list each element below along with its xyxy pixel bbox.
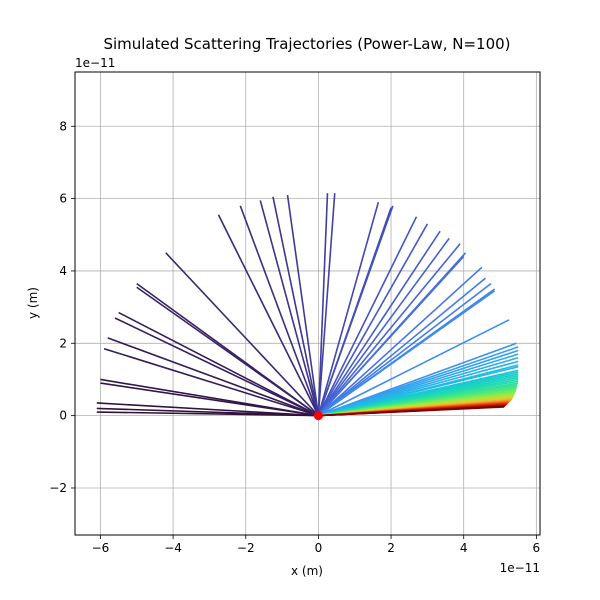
trajectory-line xyxy=(107,337,319,417)
trajectory-line xyxy=(136,282,319,417)
x-tick-label: −6 xyxy=(92,541,110,555)
x-tick-label: 4 xyxy=(460,541,468,555)
y-tick-label: 2 xyxy=(59,336,67,350)
trajectory-line xyxy=(317,290,496,417)
trajectory-line xyxy=(165,252,319,417)
x-tick-label: −2 xyxy=(237,541,255,555)
origin-point xyxy=(313,411,323,421)
trajectory-line xyxy=(317,216,418,416)
trajectory-line xyxy=(217,214,320,416)
trajectory-line xyxy=(96,407,319,417)
plot-frame xyxy=(74,71,541,536)
trajectory-line xyxy=(118,311,319,417)
trajectory-line xyxy=(317,255,465,417)
trajectory-line xyxy=(96,402,319,417)
trajectory-line xyxy=(318,406,505,417)
trajectory-line xyxy=(286,194,320,416)
trajectory-line xyxy=(318,319,510,417)
x-offset-text: 1e−11 xyxy=(500,561,540,575)
trajectory-line xyxy=(317,243,461,417)
x-tick-label: −4 xyxy=(164,541,182,555)
x-tick-label: 0 xyxy=(315,541,323,555)
trajectory-line xyxy=(259,200,320,416)
y-tick-label: 0 xyxy=(59,409,67,423)
trajectory-line xyxy=(272,196,320,416)
y-tick-label: 4 xyxy=(59,264,67,278)
trajectory-line xyxy=(100,378,319,417)
trajectory-line xyxy=(239,205,320,416)
x-axis-ticks: −6 −4 −2 0 2 4 6 xyxy=(92,535,541,555)
trajectory-line xyxy=(317,277,487,417)
x-axis-label: x (m) xyxy=(291,564,323,578)
trajectory-line xyxy=(317,193,336,416)
y-tick-label: −2 xyxy=(49,481,67,495)
x-tick-label: 2 xyxy=(387,541,395,555)
y-offset-text: 1e−11 xyxy=(75,56,115,70)
y-axis-label: y (m) xyxy=(26,287,40,319)
chart-title: Simulated Scattering Trajectories (Power… xyxy=(103,35,510,53)
y-tick-label: 8 xyxy=(59,119,67,133)
trajectory-line xyxy=(317,202,380,416)
y-tick-label: 6 xyxy=(59,192,67,206)
trajectory-line xyxy=(317,193,329,416)
trajectory-line xyxy=(317,230,441,417)
trajectory-line xyxy=(317,237,450,417)
trajectory-line xyxy=(114,317,319,417)
trajectory-line xyxy=(317,205,394,416)
trajectory-line xyxy=(317,282,492,417)
trajectory-line xyxy=(317,223,429,417)
trajectory-line xyxy=(103,347,319,417)
y-axis-ticks: −2 0 2 4 6 8 xyxy=(49,119,75,495)
trajectory-lines xyxy=(96,193,519,417)
x-tick-label: 6 xyxy=(533,541,541,555)
trajectory-line xyxy=(317,266,483,417)
